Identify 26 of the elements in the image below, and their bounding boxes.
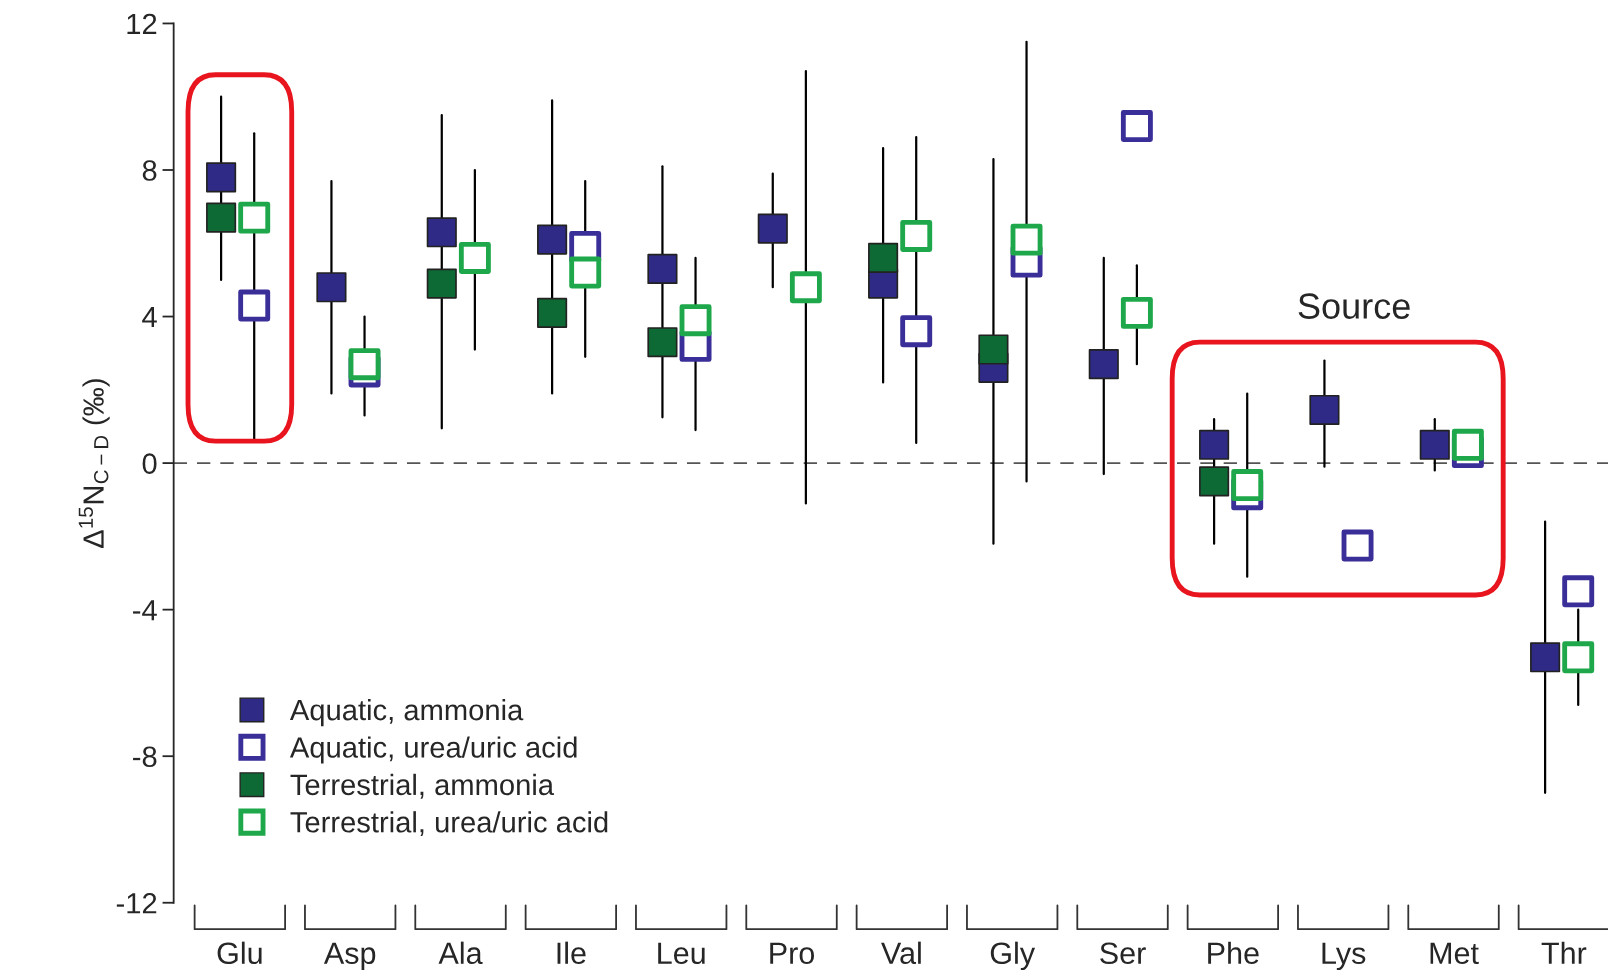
- y-tick-label: 4: [142, 307, 157, 328]
- y-tick-label: -4: [133, 600, 157, 621]
- y-tick-label: 0: [142, 453, 157, 474]
- y-tick-label: 8: [142, 160, 157, 181]
- x-tick-label: Ile: [557, 941, 586, 965]
- y-tick-label: -8: [133, 746, 157, 768]
- x-tick-label: Met: [1430, 942, 1479, 965]
- x-tick-label: Ala: [438, 941, 483, 965]
- x-tick-label: Thr: [1541, 941, 1587, 964]
- x-tick-label: Gly: [990, 941, 1036, 971]
- x-tick-label: Asp: [323, 942, 376, 971]
- annotation: Source: [1298, 293, 1410, 319]
- y-tick-label: 12: [127, 13, 157, 35]
- x-tick-label: Leu: [658, 942, 705, 965]
- x-tick-label: Ser: [1100, 942, 1146, 965]
- y-axis-title: Δ$^{15}$N$_{C−D}$ (‰): [78, 379, 110, 548]
- legend-label: Terrestrial, ammonia: [290, 773, 555, 799]
- legend-label: Terrestrial, urea/uric acid: [290, 811, 608, 837]
- legend-label: Aquatic, urea/uric acid: [289, 736, 577, 764]
- x-tick-label: Phe: [1208, 941, 1259, 965]
- x-tick-label: Lys: [1322, 942, 1366, 971]
- x-tick-label: Val: [881, 941, 921, 965]
- x-tick-label: Pro: [770, 942, 815, 965]
- legend-label: Aquatic, ammonia: [289, 698, 524, 727]
- x-tick-label: Glu: [217, 941, 262, 965]
- y-tick-label: -12: [116, 892, 157, 914]
